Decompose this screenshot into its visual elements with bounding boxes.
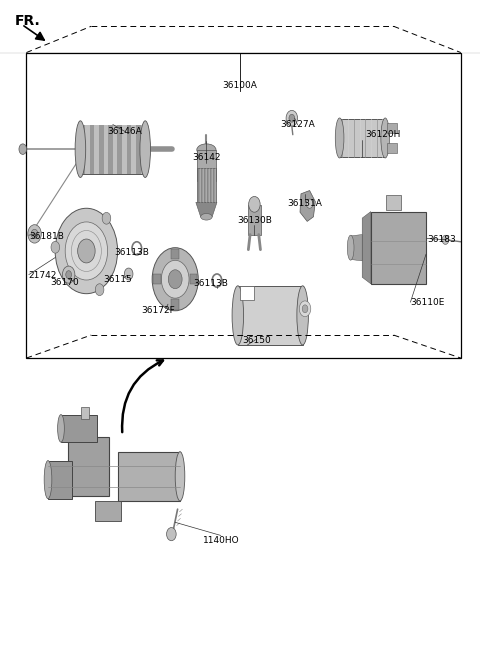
Text: 36110E: 36110E xyxy=(410,298,445,307)
Ellipse shape xyxy=(75,121,86,177)
Text: 36142: 36142 xyxy=(192,153,221,162)
Bar xyxy=(118,125,122,174)
Polygon shape xyxy=(300,191,315,221)
Ellipse shape xyxy=(232,286,243,345)
Ellipse shape xyxy=(335,118,344,158)
Ellipse shape xyxy=(347,235,354,260)
Text: 21742: 21742 xyxy=(29,271,57,281)
Text: 36127A: 36127A xyxy=(280,120,315,129)
Polygon shape xyxy=(362,212,371,284)
Ellipse shape xyxy=(381,118,390,158)
Bar xyxy=(132,125,136,174)
Text: 36130B: 36130B xyxy=(237,215,272,225)
Bar xyxy=(118,452,180,501)
Circle shape xyxy=(28,225,41,243)
Circle shape xyxy=(302,305,308,313)
Bar xyxy=(85,125,90,174)
Bar xyxy=(141,125,145,174)
Circle shape xyxy=(102,212,111,224)
Text: 36181B: 36181B xyxy=(29,232,64,241)
Circle shape xyxy=(55,208,118,294)
Bar xyxy=(171,249,179,260)
Polygon shape xyxy=(350,235,362,261)
Bar xyxy=(171,299,179,309)
Bar xyxy=(153,274,161,284)
Text: 36113B: 36113B xyxy=(194,279,228,288)
Bar xyxy=(240,286,253,300)
Bar xyxy=(80,125,145,174)
Text: 36100A: 36100A xyxy=(223,81,257,90)
Bar xyxy=(61,415,97,442)
Ellipse shape xyxy=(197,144,216,156)
Text: FR.: FR. xyxy=(14,14,40,28)
Bar xyxy=(48,461,72,499)
Bar xyxy=(113,125,118,174)
Ellipse shape xyxy=(297,286,308,345)
Ellipse shape xyxy=(58,415,64,442)
Bar xyxy=(197,168,216,202)
Circle shape xyxy=(249,196,260,212)
Ellipse shape xyxy=(201,214,212,220)
Bar xyxy=(104,125,108,174)
Text: 36172F: 36172F xyxy=(142,306,175,315)
Text: 36170: 36170 xyxy=(50,278,79,287)
Text: 36183: 36183 xyxy=(427,235,456,244)
Ellipse shape xyxy=(44,461,52,499)
Bar xyxy=(80,125,85,174)
Polygon shape xyxy=(196,202,217,217)
Bar xyxy=(386,195,401,210)
Circle shape xyxy=(300,301,311,317)
Circle shape xyxy=(62,266,75,283)
Bar xyxy=(248,205,261,235)
Circle shape xyxy=(31,229,38,238)
Circle shape xyxy=(124,268,133,280)
Bar xyxy=(90,125,94,174)
Text: 36146A: 36146A xyxy=(108,127,142,136)
Text: 36120H: 36120H xyxy=(365,130,400,139)
Text: 1140HO: 1140HO xyxy=(203,535,239,545)
Bar xyxy=(122,125,127,174)
Bar xyxy=(95,501,121,521)
Ellipse shape xyxy=(140,121,151,177)
Bar xyxy=(108,125,113,174)
Circle shape xyxy=(95,284,104,296)
Text: 36150: 36150 xyxy=(242,336,271,345)
Circle shape xyxy=(65,222,108,280)
Circle shape xyxy=(442,235,449,244)
Circle shape xyxy=(78,239,95,263)
Text: 36115: 36115 xyxy=(103,275,132,284)
Bar xyxy=(371,212,426,284)
Bar xyxy=(94,125,99,174)
Bar xyxy=(99,125,104,174)
Circle shape xyxy=(51,241,60,253)
Text: 36113B: 36113B xyxy=(115,248,149,258)
Circle shape xyxy=(66,271,72,279)
Bar xyxy=(340,119,385,157)
Bar xyxy=(387,123,397,133)
Circle shape xyxy=(167,528,176,541)
Ellipse shape xyxy=(175,452,185,501)
Bar xyxy=(190,274,197,284)
Circle shape xyxy=(306,199,313,208)
Circle shape xyxy=(19,144,26,154)
Circle shape xyxy=(152,248,198,311)
Circle shape xyxy=(168,270,182,288)
Bar xyxy=(136,125,141,174)
Bar xyxy=(26,53,461,358)
Bar xyxy=(238,286,302,345)
Bar xyxy=(197,150,216,181)
Bar xyxy=(68,437,109,496)
Text: 36131A: 36131A xyxy=(288,199,322,208)
Bar xyxy=(127,125,132,174)
Bar xyxy=(387,143,397,153)
Circle shape xyxy=(161,260,189,298)
Bar xyxy=(81,407,89,419)
Circle shape xyxy=(286,110,298,126)
Circle shape xyxy=(289,114,295,122)
